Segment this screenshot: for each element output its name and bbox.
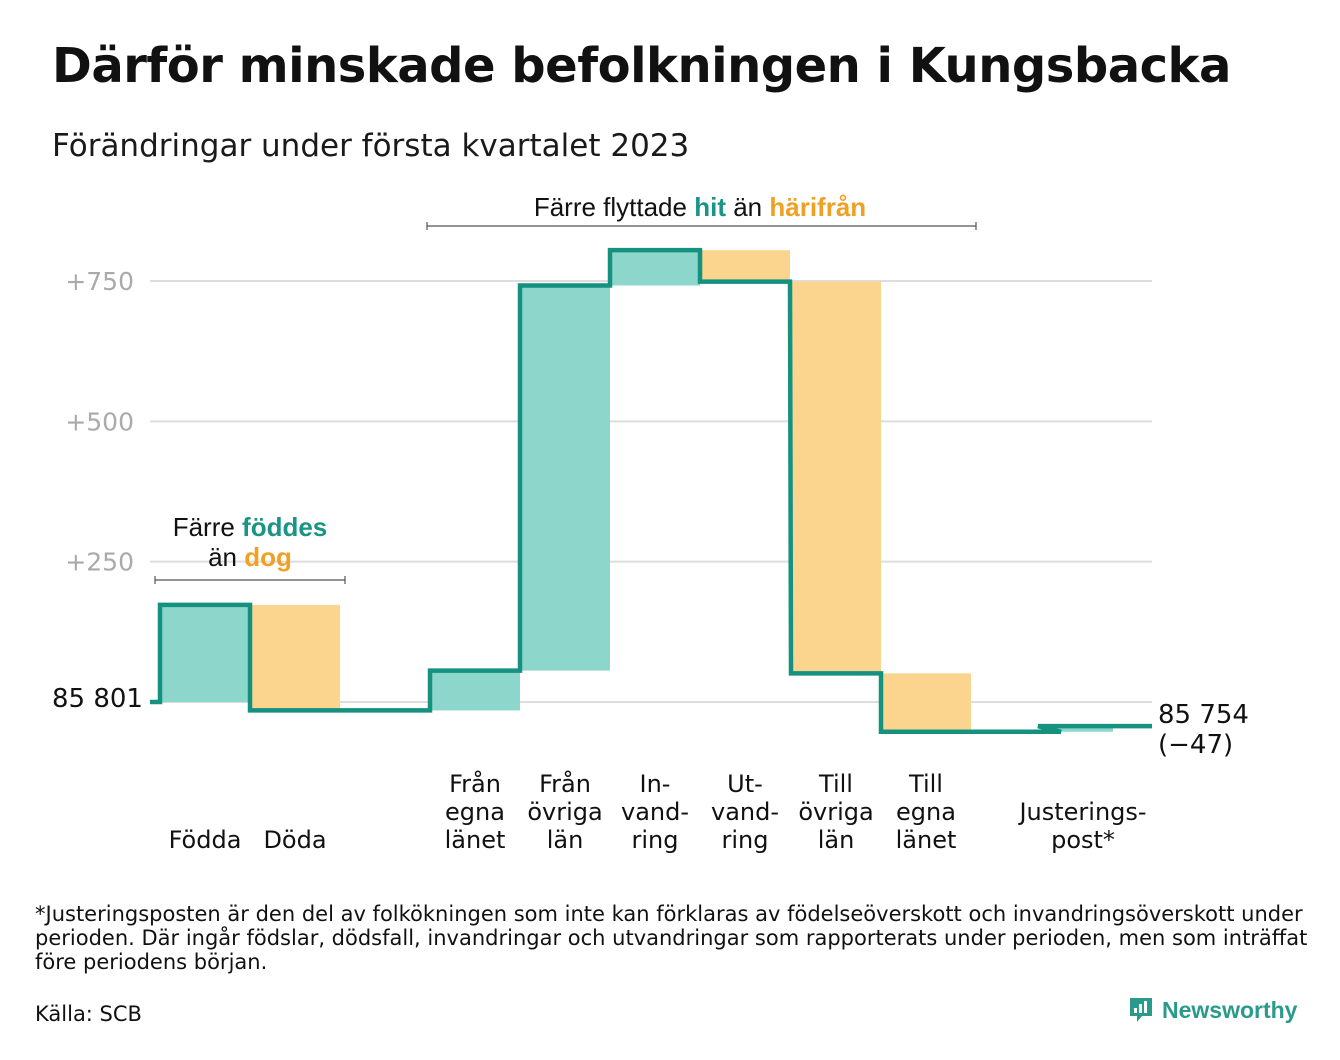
bar-5 xyxy=(700,250,790,282)
births-deaths-annotation: Färre föddes xyxy=(173,512,328,542)
migration-bracket xyxy=(426,222,977,230)
annotation-highlight-dog: dog xyxy=(244,542,292,572)
category-label: övriga xyxy=(798,798,873,826)
bars xyxy=(160,250,1113,732)
annotation-prefix: Färre xyxy=(173,512,242,542)
category-label: län xyxy=(818,826,855,854)
bar-7 xyxy=(881,673,971,732)
category-label: vand- xyxy=(621,798,689,826)
category-label: In- xyxy=(640,770,671,798)
category-label: Till xyxy=(818,770,853,798)
bar-3 xyxy=(520,285,610,671)
annotation-prefix: än xyxy=(208,542,244,572)
annotation-highlight-hit: hit xyxy=(694,192,726,222)
source-label: Källa: SCB xyxy=(35,1002,142,1026)
category-label: Från xyxy=(449,769,501,798)
category-label: Justerings- xyxy=(1017,798,1146,826)
category-label: ring xyxy=(722,826,769,854)
category-label: Till xyxy=(908,770,943,798)
category-label: vand- xyxy=(711,798,779,826)
category-label: länet xyxy=(896,826,957,854)
category-label: egna xyxy=(896,798,956,826)
annotation-highlight-harifran: härifrån xyxy=(769,192,866,222)
cumulative-line xyxy=(150,247,1152,734)
end-change-label: (−47) xyxy=(1158,730,1233,760)
bar-6 xyxy=(791,281,881,674)
y-tick-label: +500 xyxy=(65,407,134,436)
bar-0 xyxy=(160,604,250,702)
y-tick-labels: +250 +500 +750 xyxy=(65,267,134,577)
end-value-label: 85 754 xyxy=(1158,700,1249,730)
brand-logo[interactable]: Newsworthy xyxy=(1128,996,1297,1024)
chart-subtitle: Förändringar under första kvartalet 2023 xyxy=(52,128,690,164)
chart-title: Därför minskade befolkningen i Kungsback… xyxy=(52,38,1231,94)
births-deaths-annotation-line2: än dog xyxy=(208,542,292,572)
y-tick-label: +250 xyxy=(65,548,134,577)
category-label: ring xyxy=(632,826,679,854)
footnote: *Justeringsposten är den del av folkökni… xyxy=(35,902,1308,974)
newsworthy-logo-icon xyxy=(1130,998,1152,1022)
category-label: post* xyxy=(1051,826,1115,854)
category-label: egna xyxy=(445,798,505,826)
cumulative-step-line xyxy=(150,247,1152,734)
births-deaths-bracket xyxy=(154,576,346,584)
bar-8 xyxy=(1053,726,1113,732)
category-label: Födda xyxy=(169,826,242,854)
category-label: Ut- xyxy=(727,770,763,798)
brand-name: Newsworthy xyxy=(1162,996,1298,1023)
category-label: län xyxy=(547,826,584,854)
bar-2 xyxy=(430,670,520,711)
category-label: länet xyxy=(445,826,506,854)
annotation-highlight-fodde: föddes xyxy=(242,512,327,542)
bar-1 xyxy=(250,604,340,711)
y-tick-label: +750 xyxy=(65,267,134,296)
migration-annotation: Färre flyttade hit än härifrån xyxy=(534,192,866,222)
waterfall-chart: +250+500+750 Födda DödaFrånegnalänetFrånö… xyxy=(52,192,1249,854)
category-label: övriga xyxy=(527,798,602,826)
bar-4 xyxy=(610,250,700,286)
category-labels: Födda DödaFrånegnalänetFrånövrigalänIn-va… xyxy=(169,769,1147,854)
category-label: Döda xyxy=(263,826,326,854)
category-label: Från xyxy=(539,769,591,798)
start-value-label: 85 801 xyxy=(52,684,143,714)
